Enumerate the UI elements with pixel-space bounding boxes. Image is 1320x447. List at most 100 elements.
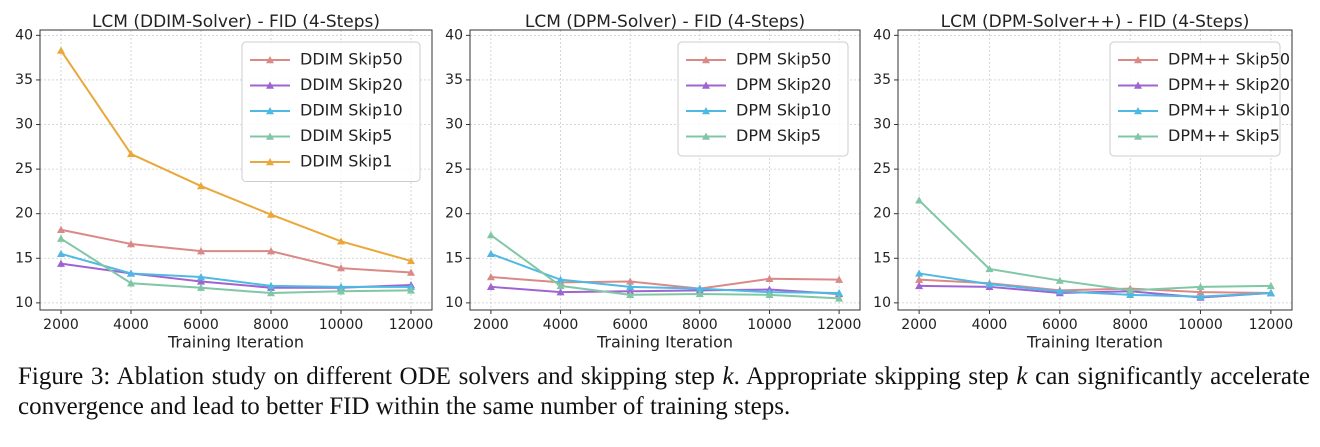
legend-marker [702, 132, 710, 140]
point-marker [835, 294, 844, 302]
legend-marker [702, 56, 710, 64]
point-marker [626, 282, 635, 291]
point-marker [127, 279, 135, 287]
legend-marker [266, 107, 274, 115]
legend-label: DPM++ Skip5 [1168, 126, 1280, 145]
point-marker [197, 283, 205, 291]
legend-label: DPM++ Skip20 [1168, 75, 1290, 94]
x-tick-label: 8000 [253, 317, 289, 333]
y-tick-label: 10 [445, 295, 463, 311]
point-marker [695, 289, 704, 298]
point-marker [337, 282, 345, 291]
series-line [490, 234, 840, 300]
series-line [918, 272, 1271, 298]
y-tick-label: 35 [15, 72, 33, 88]
point-marker [197, 182, 205, 190]
point-marker [197, 277, 205, 285]
point-marker [1266, 281, 1275, 290]
x-tick-label: 2000 [901, 317, 937, 333]
point-marker [1126, 286, 1135, 294]
point-marker [915, 281, 924, 290]
point-marker [57, 259, 65, 267]
y-tick-label: 25 [445, 161, 463, 177]
series-line [60, 49, 412, 262]
legend-label: DDIM Skip50 [300, 50, 403, 69]
legend-marker [702, 107, 710, 115]
caption-text: . Appropriate skipping step [733, 363, 1017, 390]
point-marker [1055, 276, 1064, 284]
point-marker [626, 290, 635, 299]
legend-box [241, 41, 421, 182]
point-marker [556, 275, 565, 283]
point-marker [57, 225, 65, 233]
y-tick-label: 20 [445, 206, 463, 222]
legend-label: DPM Skip10 [736, 101, 831, 120]
y-tick-label: 40 [15, 27, 33, 43]
point-marker [337, 237, 345, 245]
y-tick-label: 10 [15, 295, 33, 311]
legend-label: DDIM Skip5 [300, 126, 392, 145]
x-tick-label: 4000 [543, 317, 579, 333]
y-tick-label: 10 [873, 295, 891, 311]
y-tick-label: 40 [445, 27, 463, 43]
legend-label: DPM++ Skip10 [1168, 101, 1290, 120]
point-marker [407, 286, 415, 294]
point-marker [985, 280, 994, 288]
y-tick-label: 35 [873, 72, 891, 88]
legend-label: DDIM Skip1 [300, 152, 392, 171]
x-tick-label: 6000 [183, 317, 219, 333]
point-marker [1055, 287, 1064, 295]
series-line [60, 228, 412, 274]
y-tick-label: 40 [873, 27, 891, 43]
chart-title: LCM (DDIM-Solver) - FID (4-Steps) [92, 12, 380, 32]
point-marker [1196, 288, 1205, 296]
point-marker [1196, 282, 1205, 291]
y-tick-label: 30 [445, 117, 463, 133]
point-marker [407, 268, 415, 276]
x-tick-label: 8000 [1112, 317, 1148, 333]
x-tick-label: 2000 [43, 317, 79, 333]
x-tick-label: 2000 [473, 317, 509, 333]
point-marker [556, 288, 565, 296]
point-marker [267, 289, 275, 297]
point-marker [57, 46, 65, 54]
x-tick-label: 12000 [389, 317, 434, 333]
caption-text: k [722, 363, 734, 390]
x-axis-label: Training Iteration [1026, 333, 1163, 352]
point-marker [556, 281, 565, 290]
point-marker [486, 231, 495, 239]
legend-marker [1134, 132, 1142, 140]
point-marker [267, 281, 275, 290]
legend-label: DPM Skip20 [736, 75, 831, 94]
y-tick-label: 30 [15, 117, 33, 133]
x-tick-label: 4000 [972, 317, 1008, 333]
point-marker [337, 264, 345, 272]
point-marker [1126, 290, 1135, 299]
caption-text: Ablation study on different ODE solvers … [110, 363, 723, 390]
point-marker [57, 234, 65, 242]
y-tick-label: 15 [873, 250, 891, 266]
y-tick-label: 15 [445, 250, 463, 266]
point-marker [486, 282, 495, 291]
legend-marker [266, 81, 274, 89]
point-marker [267, 210, 275, 218]
plot-frame [39, 29, 433, 311]
y-tick-label: 30 [873, 117, 891, 133]
x-tick-label: 4000 [113, 317, 149, 333]
y-tick-label: 20 [873, 206, 891, 222]
y-tick-label: 20 [15, 206, 33, 222]
x-tick-label: 12000 [1249, 317, 1294, 333]
caption: Figure 3: Ablation study on different OD… [18, 362, 1310, 422]
point-marker [127, 149, 135, 158]
point-marker [695, 284, 704, 292]
point-marker [337, 287, 345, 295]
point-marker [915, 269, 924, 277]
y-tick-label: 35 [445, 72, 463, 88]
point-marker [486, 249, 495, 258]
point-marker [197, 273, 205, 281]
series-line [490, 276, 840, 290]
series-line [60, 262, 412, 289]
legend-box [1109, 41, 1281, 157]
x-tick-label: 8000 [682, 317, 718, 333]
caption-text: can significantly accelerate convergence… [18, 363, 1310, 420]
